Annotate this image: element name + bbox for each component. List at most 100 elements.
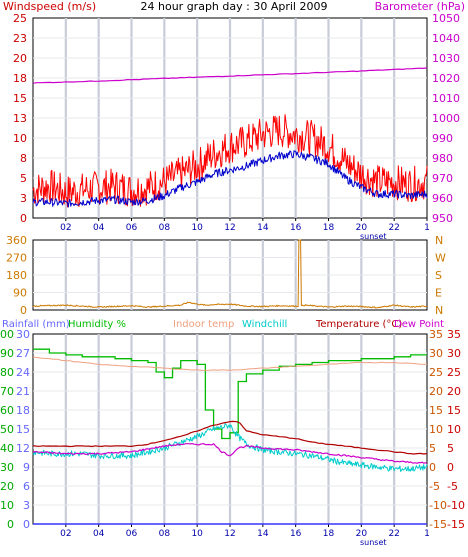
barometer-tick-label: 980 [432,152,453,165]
humidity-series-line [33,348,427,440]
rainfall-tick-label: 27 [16,347,30,360]
temperature-tick-label: 20 [447,385,461,398]
windspeed-tick-label: 23 [13,32,27,45]
temperature-tick-label: 15 [447,404,461,417]
barometer-tick-label: 950 [432,212,453,225]
temperature-tick-label: -15 [447,518,465,531]
legend-indoor-temp: Indoor temp [173,319,234,330]
temp-panel-xtick-label: 16 [290,529,302,539]
indoor-temp-tick-label: 5 [429,442,436,455]
wind-panel-xtick-label: 04 [93,223,105,233]
temperature-tick-label: 30 [447,347,461,360]
dew-point-series-line [33,442,428,464]
wind-panel-xtick-label: 06 [126,223,138,233]
temperature-tick-label: 0 [447,461,454,474]
windspeed-tick-label: 13 [13,112,27,125]
indoor-temp-series-line [32,356,428,371]
temperature-tick-label: -5 [447,480,458,493]
wind-series-line [32,150,428,208]
windspeed-tick-label: 5 [20,172,27,185]
humidity-tick-label: 80 [0,366,14,379]
legend-humidity: Humidity % [68,319,126,330]
direction-degree-tick-label: 90 [13,287,27,300]
rainfall-tick-label: 12 [16,442,30,455]
rainfall-tick-label: 3 [23,499,30,512]
gust-series-line [32,114,428,208]
temp-panel-xtick-label: 20 [356,529,368,539]
rainfall-tick-label: 9 [23,461,30,474]
wind-panel-xtick-label: 20 [356,223,368,233]
barometer-tick-label: 960 [432,192,453,205]
indoor-temp-tick-label: 20 [429,385,443,398]
barometer-tick-label: 1040 [432,32,460,45]
direction-degree-tick-label: 360 [6,234,27,247]
temperature-tick-label: 25 [447,366,461,379]
windspeed-axis-title: Windspeed (m/s) [3,0,97,13]
barometer-tick-label: 970 [432,172,453,185]
temp-panel-xtick-label: 02 [60,529,71,539]
direction-degree-tick-label: 0 [20,304,27,317]
barometer-axis-title: Barometer (hPa) [374,0,465,13]
rainfall-tick-label: 18 [16,404,30,417]
direction-compass-tick-label: N [435,304,443,317]
wind-panel-xtick-label: 08 [159,223,171,233]
barometer-tick-label: 1000 [432,112,460,125]
direction-compass-tick-label: E [435,287,442,300]
indoor-temp-tick-label: 0 [429,461,436,474]
humidity-tick-label: 40 [0,442,14,455]
direction-degree-tick-label: 180 [6,269,27,282]
wind-panel-xtick-label: 02 [60,223,71,233]
wind-direction-series-line [32,239,428,309]
barometer-tick-label: 1020 [432,72,460,85]
wind-panel-xtick-label: 14 [257,223,269,233]
humidity-tick-label: 10 [0,499,14,512]
wind-panel-xtick-label: 1 [424,223,430,233]
windspeed-tick-label: 25 [13,12,27,25]
temp-panel-xtick-label: 08 [159,529,171,539]
legend-windchill: Windchill [242,319,287,330]
wind-panel-xtick-label: 22 [388,223,399,233]
windspeed-tick-label: 3 [20,192,27,205]
temperature-tick-label: 10 [447,423,461,436]
windspeed-tick-label: 10 [13,132,27,145]
rainfall-tick-label: 6 [23,480,30,493]
direction-degree-tick-label: 270 [6,252,27,265]
rainfall-tick-label: 24 [16,366,30,379]
wind-panel-xtick-label: 12 [224,223,235,233]
sunset-label-top: sunset [360,232,387,241]
windspeed-tick-label: 15 [13,92,27,105]
temp-panel-xtick-label: 06 [126,529,138,539]
indoor-temp-tick-label: 30 [429,347,443,360]
legend-temperature: Temperature (°C) [315,319,402,330]
barometer-tick-label: 1050 [432,12,460,25]
legend-dew-point: Dew Point [394,319,444,330]
direction-compass-tick-label: W [435,252,446,265]
indoor-temp-tick-label: 25 [429,366,443,379]
barometer-tick-label: 990 [432,132,453,145]
temp-panel-xtick-label: 1 [424,529,430,539]
humidity-tick-label: 100 [0,328,14,341]
direction-compass-tick-label: S [435,269,442,282]
wind-panel-xtick-label: 10 [191,223,203,233]
page-title: 24 hour graph day : 30 April 2009 [140,0,328,13]
indoor-temp-tick-label: 35 [429,328,443,341]
header-bar: Windspeed (m/s) 24 hour graph day : 30 A… [0,0,468,16]
temperature-tick-label: 5 [447,442,454,455]
windspeed-tick-label: 20 [13,52,27,65]
rainfall-tick-label: 21 [16,385,30,398]
humidity-tick-label: 50 [0,423,14,436]
temp-panel-xtick-label: 04 [93,529,105,539]
sunset-label-bottom: sunset [360,538,387,547]
rainfall-tick-label: 15 [16,423,30,436]
direction-compass-tick-label: N [435,234,443,247]
wind-panel-xtick-label: 16 [290,223,302,233]
legend-rainfall: Rainfall (mm) [2,319,70,330]
humidity-tick-label: 90 [0,347,14,360]
temperature-tick-label: -10 [447,499,465,512]
windspeed-tick-label: 18 [13,72,27,85]
humidity-tick-label: 70 [0,385,14,398]
indoor-temp-tick-label: -5 [429,480,440,493]
temp-panel-xtick-label: 10 [191,529,203,539]
temperature-series-line [32,420,428,455]
humidity-tick-label: 20 [0,480,14,493]
